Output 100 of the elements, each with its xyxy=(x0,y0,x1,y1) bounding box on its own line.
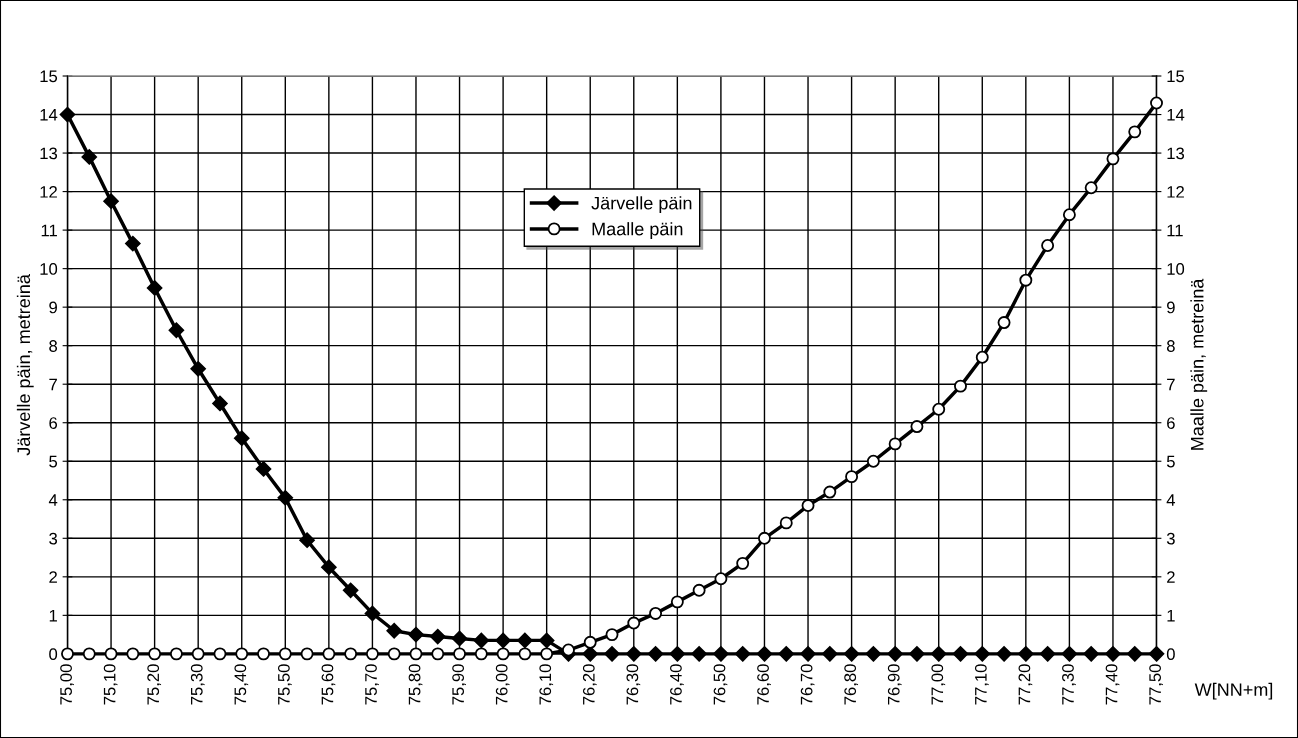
point xyxy=(344,647,358,661)
x-tick-label: 76,50 xyxy=(713,664,728,705)
y-tick-label: 8 xyxy=(49,340,58,352)
y2-tick-label: 2 xyxy=(1167,571,1175,583)
point xyxy=(866,454,880,468)
point xyxy=(148,647,162,661)
point xyxy=(386,622,402,639)
x-tick-label: 76,20 xyxy=(582,664,597,705)
point xyxy=(190,361,206,377)
y2-tick-label: 3 xyxy=(1166,532,1175,545)
y2-tick-label: 9 xyxy=(1167,301,1175,314)
point xyxy=(409,647,423,661)
point xyxy=(61,647,74,661)
point xyxy=(1041,239,1055,252)
point xyxy=(583,635,597,649)
x-tick-label: 76,90 xyxy=(887,664,902,705)
y-tick-label: 13 xyxy=(40,147,58,160)
y2-tick-label: 4 xyxy=(1166,494,1176,506)
x-tick-label: 77,00 xyxy=(931,664,946,705)
legend-label: Maalle päin xyxy=(592,222,683,239)
y2-tick-label: 8 xyxy=(1166,340,1175,352)
y2-tick-label: 0 xyxy=(1166,648,1175,661)
y-tick-label: 6 xyxy=(49,417,58,429)
point xyxy=(169,647,183,661)
point xyxy=(213,647,227,661)
point xyxy=(365,647,379,661)
point xyxy=(125,235,141,252)
point xyxy=(627,616,641,630)
x-tick-label: 76,10 xyxy=(539,664,554,705)
x-tick-label: 75,40 xyxy=(234,664,249,705)
legend-label: Järvelle päin xyxy=(591,196,692,214)
point xyxy=(103,193,119,209)
x-tick-label: 76,70 xyxy=(800,664,815,705)
x-tick-label: 75,00 xyxy=(60,664,74,705)
point xyxy=(997,316,1011,330)
point xyxy=(670,595,684,609)
point xyxy=(146,280,163,296)
point xyxy=(540,647,554,661)
point xyxy=(561,643,575,657)
point xyxy=(451,630,468,647)
point xyxy=(235,647,249,661)
point xyxy=(1150,96,1163,110)
x-tick-label: 76,30 xyxy=(626,664,641,705)
point xyxy=(321,559,337,575)
point xyxy=(605,628,619,642)
point xyxy=(845,470,859,484)
x-tick-label: 76,00 xyxy=(495,664,510,705)
x-tick-label: 75,10 xyxy=(103,664,118,705)
point xyxy=(910,420,924,434)
x-axis-title: W[NN+m] xyxy=(1194,682,1273,700)
x-tick-label: 75,80 xyxy=(408,664,423,705)
point xyxy=(1106,152,1120,166)
point xyxy=(277,490,294,506)
point xyxy=(517,632,533,649)
point xyxy=(255,461,272,477)
point xyxy=(431,647,445,661)
point xyxy=(954,379,967,393)
point xyxy=(932,402,946,416)
y-tick-label: 5 xyxy=(49,455,58,468)
x-tick-label: 77,50 xyxy=(1149,664,1163,705)
x-tick-label: 76,80 xyxy=(844,664,859,705)
point xyxy=(429,628,446,645)
point xyxy=(278,647,292,661)
point xyxy=(736,556,750,570)
point xyxy=(104,647,118,661)
point xyxy=(257,647,270,661)
point xyxy=(191,647,205,661)
point xyxy=(496,647,510,661)
point xyxy=(692,583,706,597)
y-tick-label: 10 xyxy=(40,263,58,275)
point xyxy=(453,647,467,661)
y-tick-label: 0 xyxy=(49,648,58,661)
x-tick-label: 77,10 xyxy=(974,664,989,705)
y-tick-label: 15 xyxy=(40,70,58,83)
point xyxy=(758,531,771,545)
point xyxy=(126,647,140,661)
point xyxy=(1019,273,1033,287)
y2-tick-label: 6 xyxy=(1167,417,1175,429)
x-tick-label: 75,60 xyxy=(321,664,336,705)
point xyxy=(233,430,250,446)
y2-tick-label: 11 xyxy=(1167,224,1183,237)
point xyxy=(473,632,490,649)
y-tick-label: 9 xyxy=(49,301,57,314)
y2-tick-label: 13 xyxy=(1167,147,1185,160)
point xyxy=(1084,181,1098,195)
y-axis-title: Järvelle päin, metreinä xyxy=(16,274,34,456)
point xyxy=(364,605,381,622)
point xyxy=(322,647,336,661)
x-tick-label: 75,50 xyxy=(277,664,292,705)
point xyxy=(300,647,314,661)
y2-tick-label: 12 xyxy=(1167,185,1184,198)
x-tick-label: 76,60 xyxy=(757,664,771,705)
point xyxy=(800,646,816,662)
x-tick-label: 75,20 xyxy=(147,664,162,705)
point xyxy=(474,647,488,661)
y-tick-label: 1 xyxy=(49,609,57,622)
point xyxy=(408,626,424,643)
point xyxy=(779,516,793,530)
point xyxy=(212,395,228,412)
point xyxy=(81,149,98,165)
